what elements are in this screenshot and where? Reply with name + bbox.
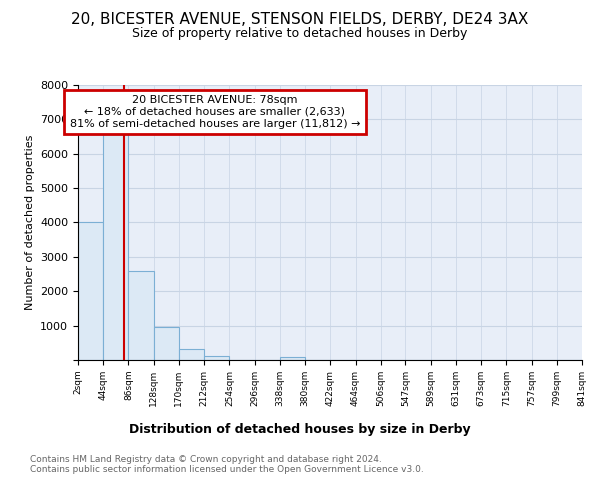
Text: 20 BICESTER AVENUE: 78sqm
← 18% of detached houses are smaller (2,633)
81% of se: 20 BICESTER AVENUE: 78sqm ← 18% of detac… xyxy=(70,96,360,128)
Bar xyxy=(128,270,154,360)
Bar xyxy=(179,349,204,360)
Bar xyxy=(154,328,179,360)
Bar xyxy=(280,358,305,360)
Bar xyxy=(204,356,229,360)
Text: Distribution of detached houses by size in Derby: Distribution of detached houses by size … xyxy=(129,422,471,436)
Text: 20, BICESTER AVENUE, STENSON FIELDS, DERBY, DE24 3AX: 20, BICESTER AVENUE, STENSON FIELDS, DER… xyxy=(71,12,529,28)
Text: Contains HM Land Registry data © Crown copyright and database right 2024.
Contai: Contains HM Land Registry data © Crown c… xyxy=(30,455,424,474)
Y-axis label: Number of detached properties: Number of detached properties xyxy=(25,135,35,310)
Bar xyxy=(103,133,128,360)
Text: Size of property relative to detached houses in Derby: Size of property relative to detached ho… xyxy=(133,28,467,40)
Bar xyxy=(78,222,103,360)
